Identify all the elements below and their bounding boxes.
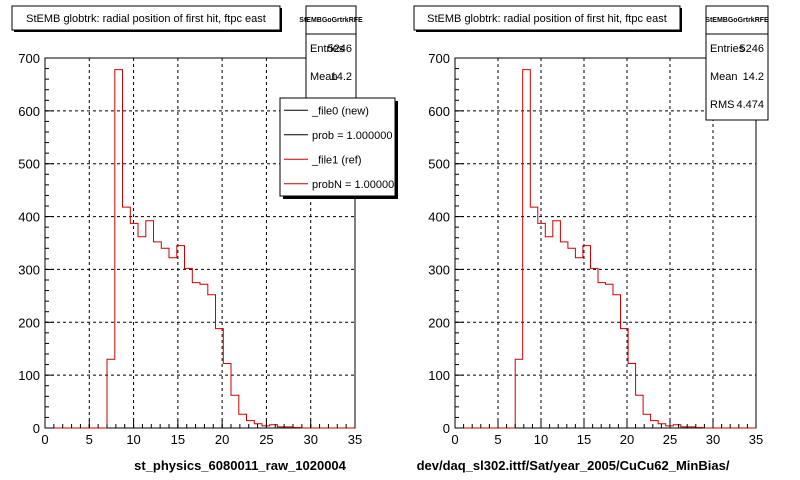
x-tick-label: 20 <box>620 432 634 447</box>
legend: _file0 (new) prob = 1.000000 _file1 (ref) p… <box>284 105 400 191</box>
legend-entry-label: _file1 (ref) <box>311 154 362 166</box>
legend-box <box>279 97 396 197</box>
x-tick-label: 30 <box>706 432 720 447</box>
y-tick-label: 0 <box>443 421 450 436</box>
stats-label: Entries <box>310 43 345 55</box>
x-tick-label: 5 <box>86 432 93 447</box>
y-tick-label: 700 <box>18 51 40 66</box>
y-tick-label: 600 <box>428 104 450 119</box>
histogram-series-line <box>45 69 355 429</box>
x-tick-label: 25 <box>663 432 677 447</box>
chart-title: StEMB globtrk: radial position of first … <box>427 13 667 25</box>
x-tick-label: 0 <box>41 432 48 447</box>
stats-label: RMS <box>710 99 734 111</box>
y-tick-label: 200 <box>428 315 450 330</box>
stats-value: 4.474 <box>736 99 764 111</box>
y-tick-label: 400 <box>18 210 40 225</box>
y-tick-label: 100 <box>428 368 450 383</box>
x-tick-label: 35 <box>749 432 763 447</box>
y-tick-label: 200 <box>18 315 40 330</box>
x-tick-label: 5 <box>494 432 501 447</box>
stats-label: Entries <box>710 43 745 55</box>
x-tick-label: 10 <box>534 432 548 447</box>
title-box <box>11 5 281 31</box>
y-tick-label: 300 <box>18 262 40 277</box>
chart-title: StEMB globtrk: radial position of first … <box>26 13 266 25</box>
x-axis-label: dev/daq_sl302.ittf/Sat/year_2005/CuCu62_… <box>417 458 730 473</box>
stats-label: Mean <box>310 71 338 83</box>
stats-label: Mean <box>710 71 738 83</box>
x-tick-label: 30 <box>303 432 317 447</box>
x-tick-label: 20 <box>215 432 229 447</box>
legend-entry-label: _file0 (new) <box>311 105 369 117</box>
y-tick-label: 100 <box>18 368 40 383</box>
x-tick-label: 15 <box>171 432 185 447</box>
y-tick-label: 500 <box>18 157 40 172</box>
x-tick-label: 10 <box>126 432 140 447</box>
histogram-panel-2: 0 5 10 15 20 25 30 35 0 100 200 300 400 500 600 700 dev/… <box>413 5 769 473</box>
stats-value: 14.2 <box>331 71 352 83</box>
stats-name: StEMBGoGrtrkRFE <box>705 17 769 24</box>
histogram-series-line <box>455 69 756 429</box>
y-tick-label: 700 <box>428 51 450 66</box>
legend-entry-label: prob = 1.000000 <box>312 130 392 142</box>
legend-entry-label: probN = 1.000000 <box>312 179 400 191</box>
histogram-panel-1: 0 5 10 15 20 25 30 35 0 100 200 300 400 500 600 700 st_p… <box>11 5 400 473</box>
stats-value: 5246 <box>740 43 764 55</box>
stats-box <box>705 5 769 121</box>
y-tick-label: 300 <box>428 262 450 277</box>
y-tick-label: 0 <box>33 421 40 436</box>
y-tick-label: 400 <box>428 210 450 225</box>
x-tick-label: 35 <box>348 432 362 447</box>
title-box <box>413 5 681 31</box>
stats-value: 14.2 <box>743 71 764 83</box>
y-tick-label: 600 <box>18 104 40 119</box>
stats-name: StEMBGoGrtrkRFE <box>299 17 363 24</box>
x-tick-label: 15 <box>577 432 591 447</box>
x-tick-label: 0 <box>451 432 458 447</box>
x-axis-label: st_physics_6080011_raw_1020004 <box>134 458 347 473</box>
stats-value: 5246 <box>328 43 352 55</box>
y-tick-label: 500 <box>428 157 450 172</box>
x-tick-label: 25 <box>259 432 273 447</box>
